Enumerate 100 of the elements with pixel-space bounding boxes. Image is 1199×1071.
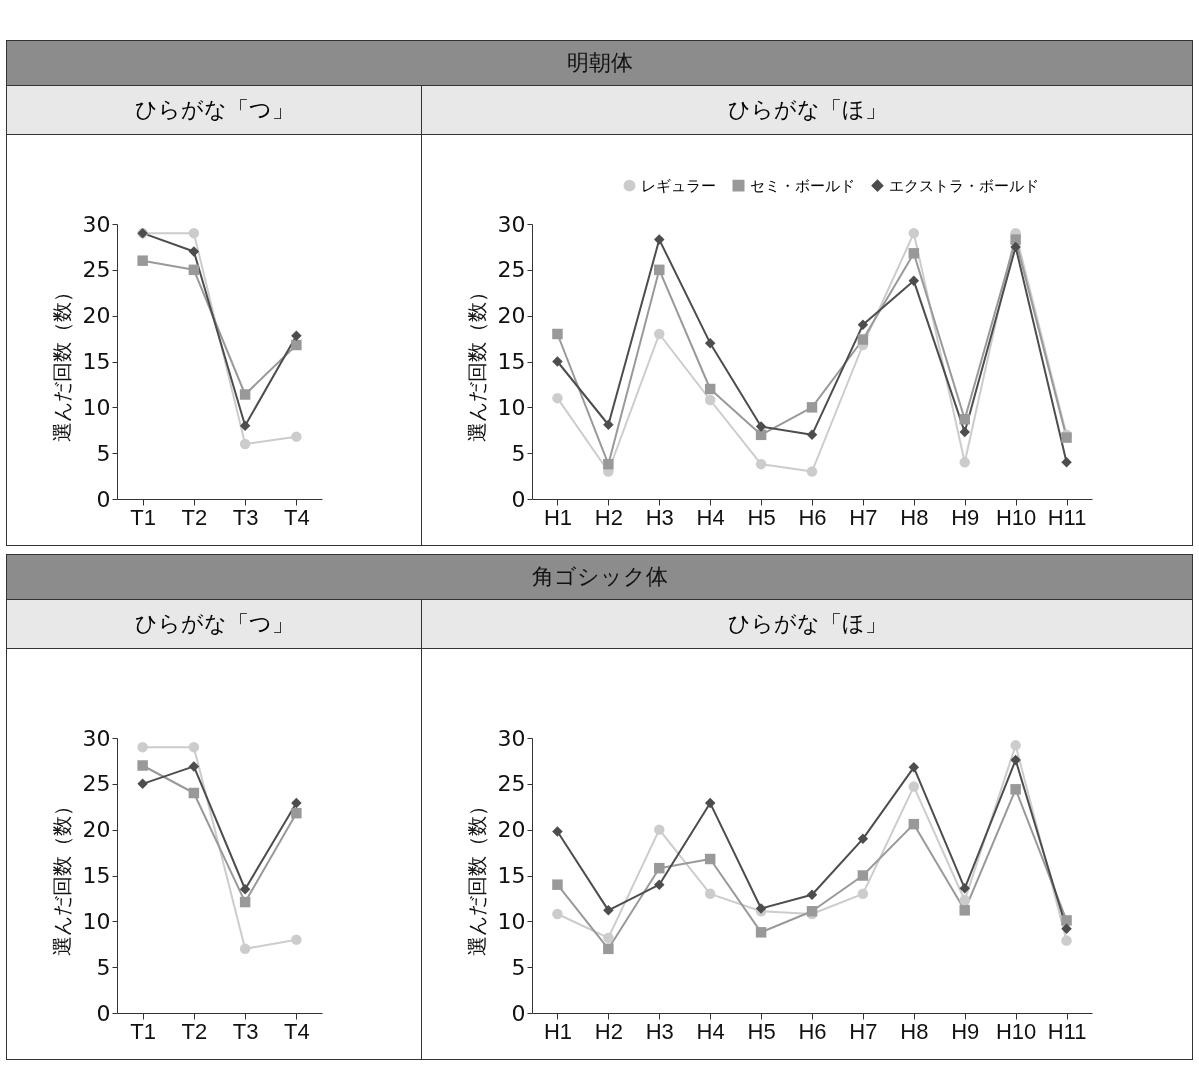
y-tick-label: 15	[82, 863, 111, 888]
point	[239, 438, 251, 450]
point	[1061, 935, 1072, 946]
point	[704, 394, 716, 406]
point	[654, 234, 665, 245]
point	[857, 870, 869, 881]
y-tick-label: 20	[497, 817, 526, 843]
x-tick-label: H4	[696, 1018, 725, 1044]
point	[1010, 754, 1021, 766]
y-tick-label: 0	[511, 486, 526, 512]
chart-title: 明朝体	[7, 41, 1192, 86]
x-tick-label: H10	[995, 1018, 1037, 1044]
point	[552, 908, 563, 920]
point	[239, 389, 251, 400]
point	[806, 402, 818, 413]
point	[188, 227, 200, 239]
x-tick-label: H9	[951, 1018, 980, 1044]
point	[857, 319, 869, 331]
y-tick-label: 5	[511, 440, 526, 466]
point	[291, 339, 302, 351]
point	[959, 905, 970, 916]
point	[755, 458, 767, 470]
point	[654, 824, 665, 835]
x-tick-label: T3	[232, 504, 259, 530]
point	[857, 334, 869, 345]
point	[654, 264, 665, 276]
x-tick-label: T2	[181, 504, 208, 530]
chart-subtitle: ひらがな「つ」	[7, 600, 421, 649]
legend-label: エクストラ・ボールド	[889, 176, 1039, 195]
x-tick-label: H8	[900, 504, 929, 530]
x-tick-label: H1	[543, 1018, 573, 1044]
point	[654, 328, 665, 340]
y-tick-label: 10	[497, 394, 526, 420]
point	[654, 879, 665, 890]
x-tick-label: H7	[849, 504, 878, 530]
point	[188, 246, 200, 257]
point	[188, 761, 200, 772]
x-tick-label: H2	[594, 504, 623, 530]
point	[291, 431, 302, 442]
point	[291, 330, 302, 342]
y-tick-label: 30	[82, 211, 111, 237]
point	[137, 760, 148, 771]
y-tick-label: 5	[511, 954, 526, 980]
y-tick-label: 30	[497, 211, 526, 237]
y-tick-label: 0	[96, 1000, 111, 1026]
point	[704, 797, 716, 809]
point	[239, 884, 251, 895]
point	[1061, 457, 1072, 468]
point	[188, 264, 200, 276]
y-tick-label: 10	[82, 908, 111, 934]
legend-label: レギュラー	[641, 176, 716, 195]
point	[704, 853, 716, 865]
point	[1010, 234, 1021, 245]
y-axis-title: 選んだ回数（数）	[49, 796, 74, 956]
point	[603, 905, 614, 916]
y-tick-label: 5	[96, 954, 111, 980]
y-tick-label: 25	[82, 771, 111, 797]
y-axis-title: 選んだ回数（数）	[464, 796, 489, 956]
point	[908, 248, 920, 259]
x-tick-label: H7	[849, 1018, 878, 1044]
x-tick-label: T4	[284, 504, 310, 530]
y-tick-label: 20	[82, 303, 111, 329]
point	[552, 392, 563, 404]
point	[603, 419, 614, 430]
point	[188, 741, 200, 753]
point	[908, 227, 920, 239]
point	[137, 741, 148, 753]
y-tick-label: 0	[96, 486, 111, 512]
point	[654, 862, 665, 874]
y-tick-label: 25	[497, 771, 526, 797]
point	[239, 943, 251, 955]
point	[239, 896, 251, 908]
y-tick-label: 20	[497, 303, 526, 329]
point	[806, 429, 818, 441]
y-tick-label: 30	[82, 725, 111, 751]
x-tick-label: H5	[747, 1018, 776, 1044]
y-tick-label: 10	[497, 908, 526, 934]
point	[959, 895, 970, 906]
point	[959, 426, 970, 438]
x-tick-label: H11	[1047, 1018, 1087, 1044]
point	[959, 457, 970, 468]
x-tick-label: H11	[1047, 504, 1087, 530]
chart-subtitle: ひらがな「ほ」	[422, 86, 1192, 135]
point	[239, 420, 251, 431]
legend-label: セミ・ボールド	[750, 176, 855, 195]
x-tick-label: H10	[995, 504, 1037, 530]
point	[603, 943, 614, 955]
x-tick-label: H5	[747, 504, 776, 530]
y-tick-label: 5	[96, 440, 111, 466]
y-tick-label: 30	[497, 725, 526, 751]
point	[857, 833, 869, 845]
x-tick-label: T2	[181, 1018, 208, 1044]
y-tick-label: 15	[497, 863, 526, 888]
chart-title: 角ゴシック体	[7, 555, 1192, 600]
point	[291, 934, 302, 945]
chart-subtitle: ひらがな「ほ」	[422, 600, 1192, 649]
point	[552, 328, 563, 340]
point	[959, 883, 970, 894]
x-tick-label: H2	[594, 1018, 623, 1044]
y-tick-label: 20	[82, 817, 111, 843]
